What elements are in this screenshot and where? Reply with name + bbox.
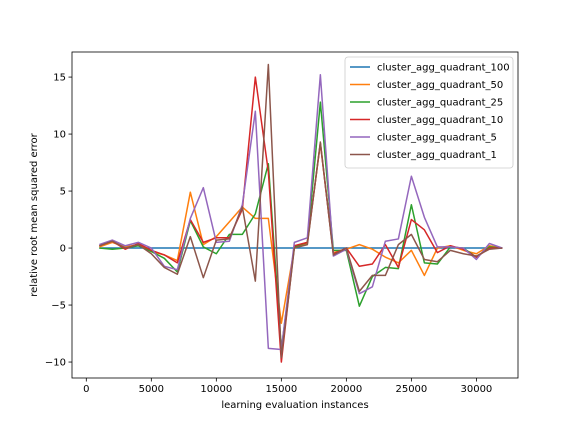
x-tick-label: 5000 [139,384,164,395]
plot-lines [99,63,503,363]
legend-label: cluster_agg_quadrant_100 [377,63,510,74]
legend-label: cluster_agg_quadrant_10 [377,115,503,126]
x-tick-label: 30000 [460,384,492,395]
series-line-6 [99,63,503,359]
x-axis-label: learning evaluation instances [221,400,368,411]
y-tick-label: −10 [45,358,66,369]
x-axis: 0 5000 10000 15000 20000 25000 30000 [83,378,492,395]
x-tick-label: 0 [83,384,89,395]
y-axis: −10 −5 0 5 10 15 [45,73,72,369]
legend-label: cluster_agg_quadrant_5 [377,133,497,144]
legend: cluster_agg_quadrant_100 cluster_agg_quad… [344,56,514,169]
series-line-4 [99,76,503,363]
axes-frame [71,51,519,379]
legend-label: cluster_agg_quadrant_25 [377,98,503,109]
series-line-5 [99,74,503,351]
y-tick-label: 0 [60,244,66,255]
x-tick-label: 20000 [330,384,362,395]
y-tick-label: −5 [51,301,66,312]
y-axis-label: relative root mean squared error [29,132,40,296]
x-tick-label: 10000 [200,384,232,395]
y-tick-label: 10 [53,130,66,141]
legend-label: cluster_agg_quadrant_50 [377,80,503,91]
y-tick-label: 5 [60,187,66,198]
legend-label: cluster_agg_quadrant_1 [377,150,497,161]
y-tick-label: 15 [53,73,66,84]
x-tick-label: 25000 [395,384,427,395]
x-tick-label: 15000 [265,384,297,395]
legend-box [344,56,514,169]
